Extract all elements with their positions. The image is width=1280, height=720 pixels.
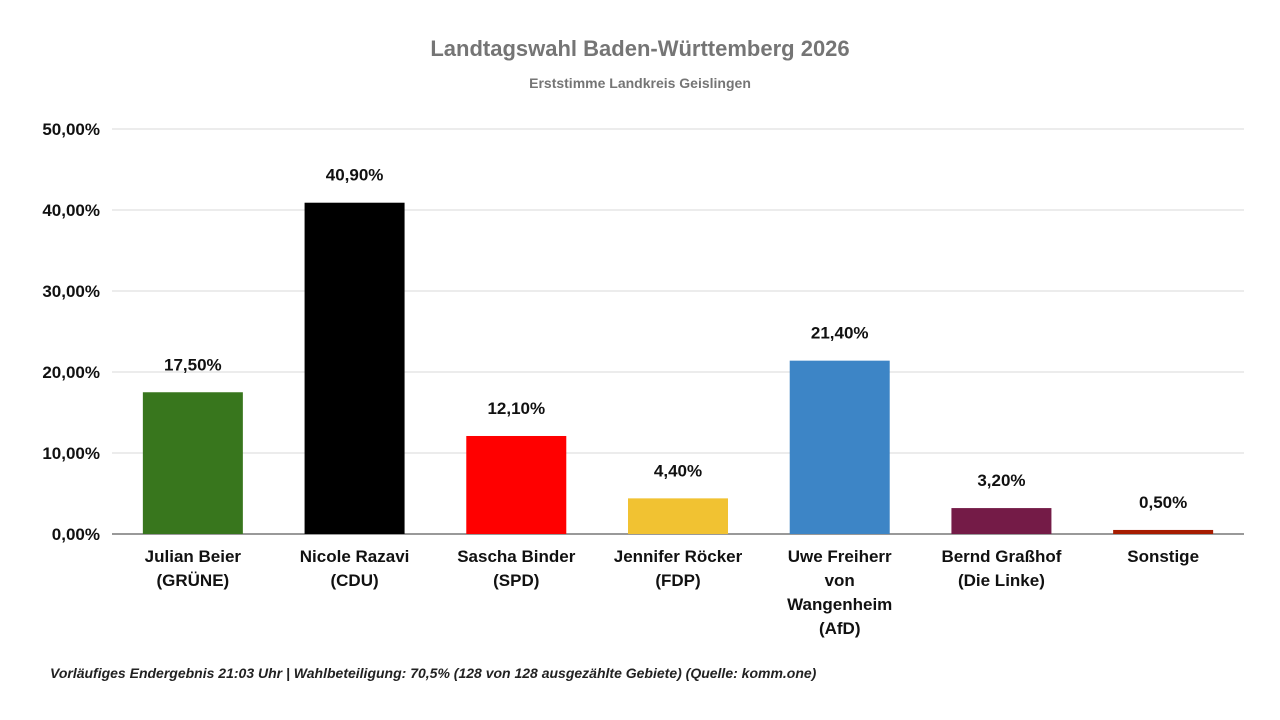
y-tick-label: 20,00% [42,363,100,382]
chart-title: Landtagswahl Baden-Württemberg 2026 [430,36,850,61]
bar [466,435,567,534]
data-label: 4,40% [654,461,702,480]
y-tick-label: 0,00% [52,525,100,544]
x-tick-label: Bernd Graßhof (Die Linke) [941,547,1061,590]
y-tick-label: 30,00% [42,282,100,301]
chart-subtitle: Erststimme Landkreis Geislingen [529,75,751,91]
x-tick-label: Jennifer Röcker (FDP) [614,547,743,590]
x-tick-label: Uwe Freiherr von Wangenheim (AfD) [787,547,892,638]
x-tick-label: Sonstige [1127,547,1199,566]
y-tick-label: 40,00% [42,201,100,220]
bar [628,498,728,534]
bar [789,360,890,534]
bar [304,202,405,534]
data-label: 12,10% [487,399,545,418]
bar [951,508,1052,534]
x-tick-label: Julian Beier (GRÜNE) [145,547,242,590]
x-tick-label: Sascha Binder (SPD) [457,547,575,590]
data-label: 21,40% [811,324,869,343]
y-tick-label: 50,00% [42,120,100,139]
data-label: 0,50% [1139,493,1187,512]
bar [142,392,243,534]
footnote: Vorläufiges Endergebnis 21:03 Uhr | Wahl… [50,665,817,681]
bar [1113,529,1214,534]
data-label: 3,20% [977,471,1025,490]
x-tick-label: Nicole Razavi (CDU) [300,547,410,590]
y-tick-label: 10,00% [42,444,100,463]
data-label: 40,90% [326,166,384,185]
data-label: 17,50% [164,355,222,374]
